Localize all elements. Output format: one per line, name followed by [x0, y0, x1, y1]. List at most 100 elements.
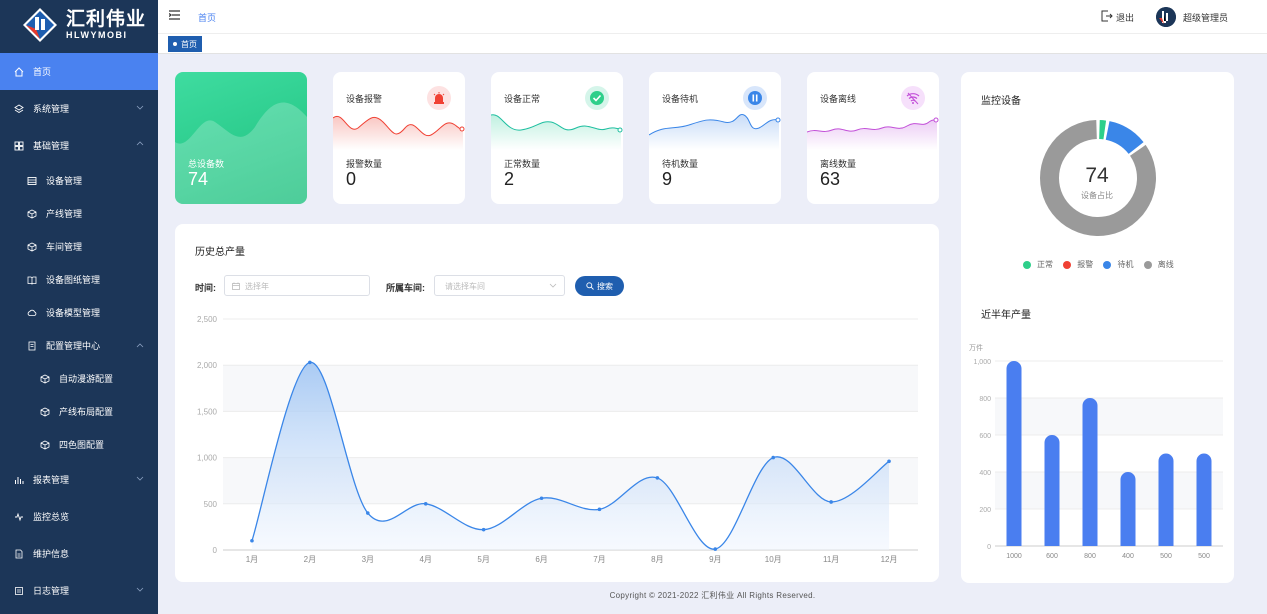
- kpi-offline-title: 设备离线: [820, 94, 857, 104]
- sidebar-item-line[interactable]: 产线管理: [0, 197, 158, 230]
- legend-item-normal[interactable]: 正常: [1023, 260, 1053, 269]
- chevron-up-icon: [136, 343, 144, 348]
- kpi-total-label: 总设备数: [188, 159, 225, 169]
- check-icon: [585, 86, 609, 110]
- monitor-title: 监控设备: [981, 96, 1021, 107]
- sidebar-item-label: 首页: [33, 67, 52, 77]
- sidebar-item-models[interactable]: 设备模型管理: [0, 296, 158, 329]
- legend-item-alarm[interactable]: 报警: [1063, 260, 1093, 269]
- grid-band: [223, 365, 918, 412]
- history-card: 历史总产量 时间: 选择年 所属车间: 请选择车间 搜索 0 500 1,000 1,…: [175, 224, 939, 582]
- x-tick-label: 5月: [477, 555, 489, 564]
- data-point: [423, 502, 428, 506]
- donut-legend: 正常 报警 待机 离线: [1023, 259, 1174, 270]
- bar: [1196, 453, 1212, 546]
- series-area: [251, 362, 890, 550]
- data-point: [539, 496, 544, 501]
- kpi-normal-label: 正常数量: [504, 159, 541, 169]
- year-placeholder: 选择年: [245, 282, 269, 291]
- kpi-alarm-value: 0: [346, 169, 357, 189]
- data-point: [713, 547, 718, 551]
- search-button[interactable]: 搜索: [575, 276, 624, 296]
- grid-band: [995, 398, 1223, 435]
- bar: [1158, 453, 1174, 546]
- data-point: [597, 507, 602, 512]
- home-icon: [14, 66, 24, 77]
- logout-icon[interactable]: [1101, 10, 1113, 22]
- kpi-alarm-title: 设备报警: [346, 94, 383, 104]
- y-tick-label: 500: [204, 500, 218, 509]
- cube-icon: [27, 209, 37, 219]
- year-picker[interactable]: 选择年: [224, 275, 370, 296]
- monitor-card: 监控设备 74 设备占比 正常 报警 待机 离线 近半年产量 万件 0 200 40…: [961, 72, 1234, 583]
- sidebar-item-drawings[interactable]: 设备图纸管理: [0, 263, 158, 296]
- x-tick-label: 1月: [246, 555, 258, 564]
- kpi-standby-title: 设备待机: [662, 94, 699, 104]
- alarm-wave: [333, 115, 465, 150]
- sidebar-item-home[interactable]: 首页: [0, 53, 158, 90]
- tab-home[interactable]: 首页: [168, 36, 202, 52]
- sidebar-item-monitor[interactable]: 监控总览: [0, 498, 158, 535]
- tab-bar: 首页: [158, 34, 1267, 54]
- sidebar-item-line-layout[interactable]: 产线布局配置: [0, 395, 158, 428]
- y-tick-label: 2,000: [197, 361, 218, 370]
- sidebar-item-reports[interactable]: 报表管理: [0, 461, 158, 498]
- sidebar-item-config-center[interactable]: 配置管理中心: [0, 329, 158, 362]
- sidebar-item-basic[interactable]: 基础管理: [0, 127, 158, 164]
- kpi-normal-title: 设备正常: [504, 94, 541, 104]
- kpi-standby-value: 9: [662, 169, 673, 189]
- sidebar-item-maintenance[interactable]: 维护信息: [0, 535, 158, 572]
- pause-icon: [743, 86, 767, 110]
- sidebar-item-system[interactable]: 系统管理: [0, 90, 158, 127]
- sidebar-item-workshop[interactable]: 车间管理: [0, 230, 158, 263]
- bar: [1082, 398, 1098, 546]
- time-label: 时间:: [195, 283, 216, 293]
- grid-band: [995, 472, 1223, 509]
- sidebar-item-four-color[interactable]: 四色图配置: [0, 428, 158, 461]
- y-tick-label: 0: [987, 544, 991, 551]
- avatar[interactable]: [1156, 7, 1176, 27]
- kpi-normal-value: 2: [504, 169, 515, 189]
- breadcrumb[interactable]: 首页: [198, 13, 217, 23]
- brand-logo[interactable]: 汇利伟业 HLWYMOBI: [0, 0, 158, 50]
- monitor-donut-chart: [1040, 120, 1156, 236]
- copyright-footer: Copyright © 2021-2022 汇利伟业 All Rights Re…: [609, 591, 816, 600]
- x-tick-label: 8月: [651, 555, 663, 564]
- menu-toggle-icon[interactable]: [169, 10, 180, 20]
- data-point: [308, 360, 312, 365]
- sidebar-item-label: 日志管理: [33, 586, 70, 596]
- x-tick-label: 7月: [593, 555, 605, 564]
- x-tick-label: 9月: [709, 555, 721, 564]
- y-tick-label: 1,500: [197, 407, 218, 416]
- data-point: [771, 455, 776, 460]
- x-tick-label: 2月: [304, 555, 316, 564]
- x-tick-label: 12月: [881, 555, 898, 564]
- kpi-total-value: 74: [188, 169, 209, 189]
- y-tick-label: 2,500: [197, 315, 218, 324]
- bar: [1120, 472, 1136, 546]
- wifi-off-icon: [901, 86, 925, 110]
- donut-center-label: 设备占比: [1081, 191, 1113, 200]
- pulse-icon: [14, 512, 24, 522]
- legend-item-offline[interactable]: 离线: [1143, 260, 1174, 269]
- legend-label: 离线: [1157, 260, 1174, 269]
- x-tick-label: 1000: [1006, 553, 1022, 560]
- chevron-up-icon: [136, 141, 144, 146]
- logo-icon: [22, 7, 58, 43]
- sidebar-item-device[interactable]: 设备管理: [0, 164, 158, 197]
- standby-wave: [649, 114, 781, 150]
- workshop-label: 所属车间:: [386, 283, 425, 293]
- legend-item-standby[interactable]: 待机: [1103, 260, 1133, 269]
- sidebar-item-auto-roam[interactable]: 自动漫游配置: [0, 362, 158, 395]
- cube-icon: [40, 407, 50, 417]
- y-tick-label: 200: [979, 507, 991, 514]
- workshop-select[interactable]: 请选择车间: [434, 275, 565, 296]
- sidebar-item-label: 车间管理: [46, 242, 83, 252]
- user-name[interactable]: 超级管理员: [1183, 13, 1229, 23]
- sidebar-item-label: 产线布局配置: [59, 407, 114, 417]
- y-tick-label: 1,000: [197, 454, 218, 463]
- y-tick-label: 400: [979, 470, 991, 477]
- sidebar-item-logs[interactable]: 日志管理: [0, 572, 158, 609]
- x-tick-label: 500: [1198, 553, 1210, 560]
- logout-button[interactable]: 退出: [1116, 13, 1135, 23]
